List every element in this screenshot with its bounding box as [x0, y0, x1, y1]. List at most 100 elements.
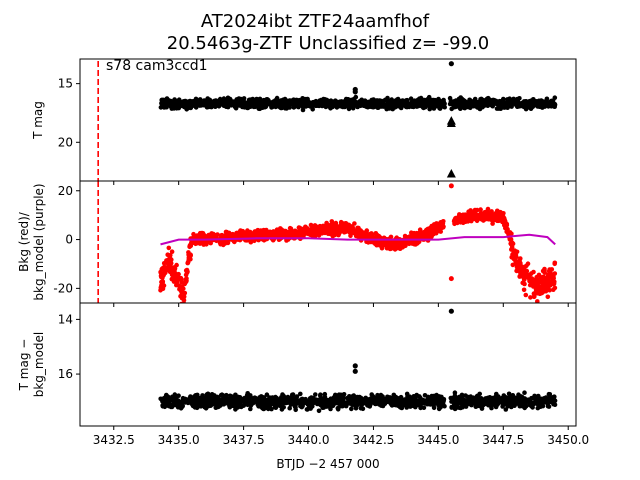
- data-point: [514, 401, 520, 406]
- data-point: [535, 396, 541, 402]
- data-point: [261, 98, 267, 103]
- background-point: [521, 277, 527, 283]
- background-point: [523, 292, 529, 298]
- data-point: [426, 396, 432, 401]
- background-point: [441, 219, 446, 224]
- data-point: [421, 405, 427, 411]
- data-point: [478, 97, 483, 102]
- data-point: [484, 401, 490, 406]
- data-point: [273, 405, 279, 411]
- data-point: [273, 394, 278, 400]
- background-point: [517, 273, 523, 279]
- data-point: [174, 106, 179, 111]
- background-point: [531, 294, 537, 300]
- data-point: [283, 395, 288, 401]
- data-point: [478, 396, 484, 401]
- data-point: [248, 406, 253, 412]
- background-point: [392, 247, 398, 252]
- data-point: [193, 398, 198, 403]
- background-point: [167, 268, 173, 273]
- outlier-point: [352, 89, 358, 95]
- data-point: [329, 397, 335, 402]
- data-point: [227, 399, 233, 404]
- data-point: [500, 99, 506, 104]
- data-point: [267, 404, 273, 410]
- data-point: [349, 406, 354, 412]
- data-point: [200, 398, 205, 404]
- data-point: [278, 401, 283, 406]
- background-point: [521, 287, 527, 293]
- data-point: [452, 406, 458, 412]
- data-point: [165, 394, 171, 400]
- background-point: [349, 226, 355, 232]
- background-point: [262, 232, 268, 237]
- data-point: [386, 395, 391, 401]
- background-point: [384, 245, 390, 251]
- background-point: [478, 207, 483, 212]
- data-point: [505, 404, 511, 409]
- data-point: [465, 394, 470, 400]
- x-tick-label: 3440.0: [288, 433, 330, 447]
- data-point: [274, 99, 279, 105]
- background-point: [215, 232, 220, 237]
- background-point: [179, 289, 185, 295]
- data-point: [488, 100, 494, 105]
- data-point: [215, 101, 220, 107]
- data-point: [504, 101, 510, 106]
- background-point: [343, 227, 348, 232]
- background-outlier: [448, 276, 454, 282]
- background-point: [201, 234, 206, 239]
- background-point: [427, 232, 433, 238]
- data-point: [411, 103, 416, 109]
- data-point: [533, 400, 538, 406]
- background-point: [185, 260, 190, 266]
- data-point: [427, 106, 433, 112]
- background-point: [313, 233, 318, 238]
- background-point: [191, 231, 196, 237]
- data-point: [219, 392, 225, 398]
- x-tick-label: 3437.5: [223, 433, 265, 447]
- background-point: [547, 279, 553, 284]
- background-point: [174, 282, 179, 288]
- background-point: [224, 230, 229, 236]
- plot-area-middle: [158, 183, 558, 303]
- background-point: [434, 226, 439, 232]
- data-point: [166, 97, 171, 103]
- data-point: [421, 100, 427, 105]
- data-point: [399, 99, 404, 104]
- background-point: [329, 219, 335, 224]
- data-point: [552, 402, 558, 408]
- panel-top: 15 20 T mag: [31, 58, 577, 185]
- background-point: [540, 274, 545, 280]
- data-point: [376, 402, 382, 407]
- background-point: [459, 213, 465, 218]
- data-point: [293, 404, 298, 410]
- data-point: [253, 398, 259, 404]
- background-point: [361, 234, 366, 239]
- data-point: [327, 403, 333, 408]
- data-point: [299, 100, 305, 106]
- background-point: [552, 260, 558, 266]
- data-point: [298, 391, 303, 397]
- data-point: [516, 392, 521, 398]
- background-point: [427, 226, 433, 231]
- data-point: [315, 399, 320, 405]
- data-point: [173, 101, 178, 107]
- data-point: [353, 94, 359, 100]
- background-point: [166, 262, 171, 267]
- background-point: [180, 295, 186, 301]
- background-point: [314, 226, 320, 231]
- background-point: [308, 222, 314, 228]
- background-point: [352, 221, 357, 226]
- data-point: [506, 391, 512, 397]
- data-point: [407, 397, 413, 403]
- background-point: [286, 230, 292, 235]
- data-point: [212, 393, 217, 398]
- background-point: [320, 225, 326, 230]
- data-point: [512, 396, 517, 401]
- background-point: [550, 273, 556, 279]
- background-point: [468, 208, 473, 213]
- background-point: [458, 218, 464, 224]
- data-point: [403, 397, 408, 402]
- data-point: [291, 104, 297, 109]
